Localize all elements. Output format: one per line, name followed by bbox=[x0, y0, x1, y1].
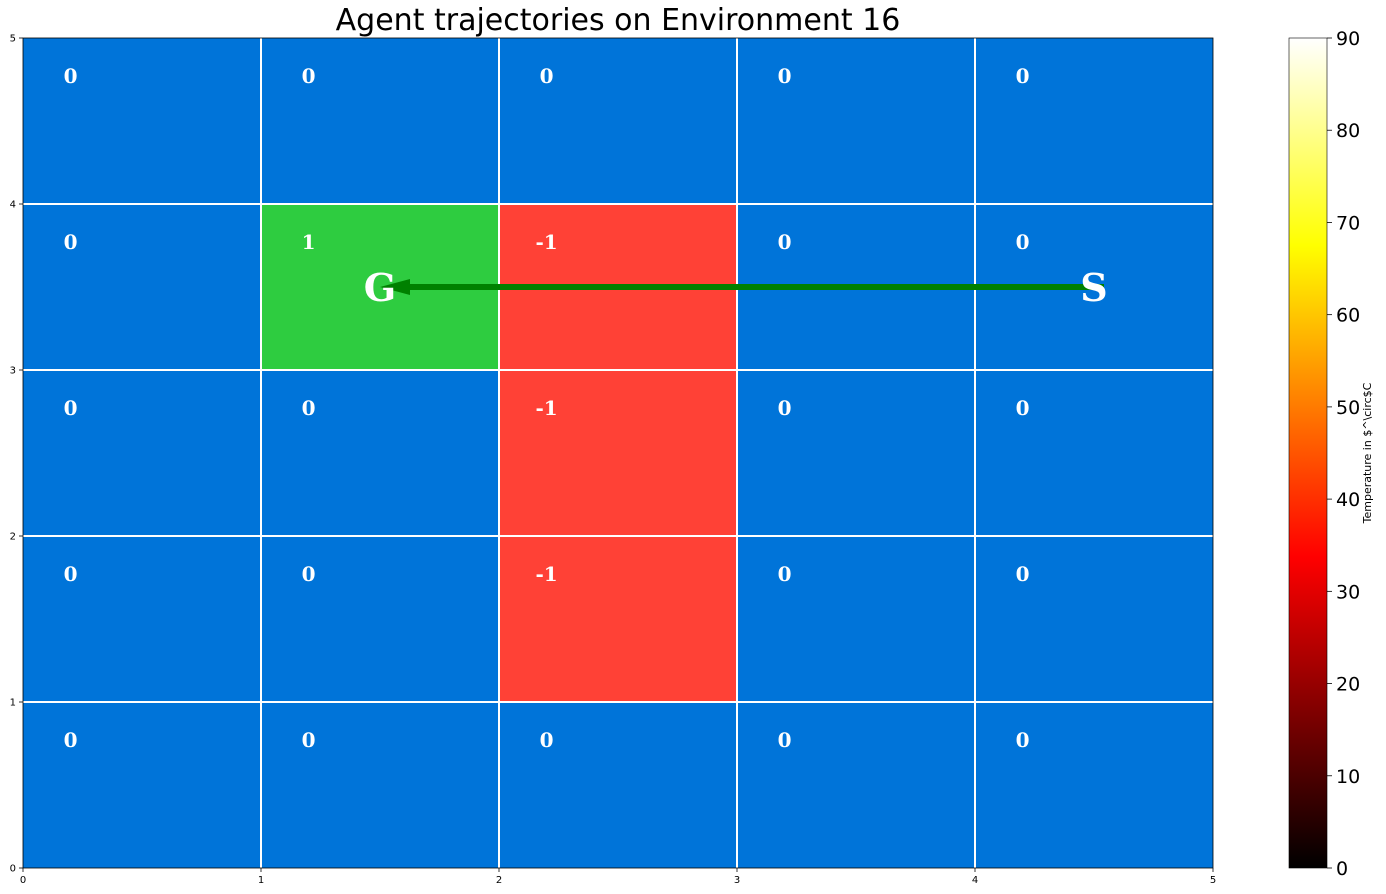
cell-reward-label: 0 bbox=[1016, 64, 1030, 88]
grid-cell bbox=[737, 38, 975, 204]
cell-reward-label: 0 bbox=[302, 562, 316, 586]
grid-cell bbox=[975, 702, 1213, 868]
grid-cell bbox=[499, 38, 737, 204]
cell-reward-label: 0 bbox=[302, 728, 316, 752]
cell-reward-label: 0 bbox=[778, 64, 792, 88]
colorbar-tick-label: 40 bbox=[1336, 489, 1360, 511]
colorbar-tick-label: 10 bbox=[1336, 766, 1360, 788]
cell-reward-label: 0 bbox=[778, 728, 792, 752]
grid-cell bbox=[737, 536, 975, 702]
grid-cell bbox=[737, 702, 975, 868]
colorbar-tick-label: 0 bbox=[1336, 858, 1348, 880]
cell-reward-label: 0 bbox=[1016, 396, 1030, 420]
colorbar-tick-label: 50 bbox=[1336, 397, 1360, 419]
colorbar: Temperature in $^\circ$C 0 10 20 30 40 50 60 70… bbox=[1288, 28, 1374, 880]
x-tick-label: 1 bbox=[258, 875, 264, 886]
grid-cell bbox=[737, 370, 975, 536]
y-tick-label: 1 bbox=[10, 698, 16, 709]
grid-cell bbox=[975, 370, 1213, 536]
cell-reward-label: 1 bbox=[302, 230, 316, 254]
x-tick-label: 5 bbox=[1210, 875, 1216, 886]
colorbar-tick-label: 30 bbox=[1336, 581, 1360, 603]
cell-reward-label: 0 bbox=[64, 230, 78, 254]
axes-frame bbox=[22, 37, 1214, 869]
grid-cell bbox=[975, 38, 1213, 204]
y-tick-label: 4 bbox=[10, 200, 16, 211]
y-tick-label: 0 bbox=[10, 864, 16, 875]
x-tick-label: 0 bbox=[20, 875, 26, 886]
cell-reward-label: 0 bbox=[64, 396, 78, 420]
goal-marker: G bbox=[364, 265, 396, 310]
chart-title: Agent trajectories on Environment 16 bbox=[336, 3, 901, 38]
cell-reward-label: 0 bbox=[64, 728, 78, 752]
grid-cell bbox=[261, 370, 499, 536]
trajectory-arrowhead bbox=[380, 279, 410, 295]
y-tick-label: 5 bbox=[10, 34, 16, 45]
grid-cell bbox=[261, 536, 499, 702]
cell-reward-label: 0 bbox=[1016, 230, 1030, 254]
colorbar-gradient bbox=[1288, 37, 1328, 869]
grid-cell bbox=[23, 38, 261, 204]
cell-reward-label: -1 bbox=[535, 230, 557, 254]
x-tick-label: 3 bbox=[734, 875, 740, 886]
colorbar-tick-label: 60 bbox=[1336, 305, 1360, 327]
colorbar-label: Temperature in $^\circ$C bbox=[1361, 382, 1374, 524]
grid-cell bbox=[261, 38, 499, 204]
x-tick-label: 2 bbox=[496, 875, 502, 886]
cell-reward-label: 0 bbox=[778, 396, 792, 420]
cell-reward-label: -1 bbox=[535, 396, 557, 420]
grid-cell bbox=[261, 702, 499, 868]
cell-reward-label: 0 bbox=[1016, 728, 1030, 752]
start-marker: S bbox=[1080, 265, 1107, 310]
grid-cell bbox=[975, 536, 1213, 702]
grid-cell bbox=[23, 702, 261, 868]
cell-reward-label: 0 bbox=[540, 728, 554, 752]
grid-cell bbox=[23, 204, 261, 370]
colorbar-tick-label: 70 bbox=[1336, 212, 1360, 234]
plot-area: 0 0 0 0 00 1 -1 0 00 0 -1 0 00 0 -1 0 00 0 0 0 00 1 2 3 4 5012345… bbox=[10, 34, 1217, 887]
grid-cell bbox=[499, 370, 737, 536]
grid-cell bbox=[499, 702, 737, 868]
grid-cell bbox=[23, 370, 261, 536]
cell-reward-label: -1 bbox=[535, 562, 557, 586]
cell-reward-label: 0 bbox=[778, 562, 792, 586]
cell-reward-label: 0 bbox=[64, 562, 78, 586]
colorbar-tick-label: 80 bbox=[1336, 120, 1360, 142]
cell-reward-label: 0 bbox=[64, 64, 78, 88]
y-tick-label: 3 bbox=[10, 366, 16, 377]
x-tick-label: 4 bbox=[972, 875, 978, 886]
cell-reward-label: 0 bbox=[540, 64, 554, 88]
cell-reward-label: 0 bbox=[778, 230, 792, 254]
cell-reward-label: 0 bbox=[302, 64, 316, 88]
grid-cell bbox=[23, 536, 261, 702]
cell-reward-label: 0 bbox=[1016, 562, 1030, 586]
y-tick-label: 2 bbox=[10, 532, 16, 543]
colorbar-tick-label: 20 bbox=[1336, 674, 1360, 696]
grid-cell bbox=[499, 536, 737, 702]
cell-reward-label: 0 bbox=[302, 396, 316, 420]
colorbar-tick-label: 90 bbox=[1336, 28, 1360, 50]
